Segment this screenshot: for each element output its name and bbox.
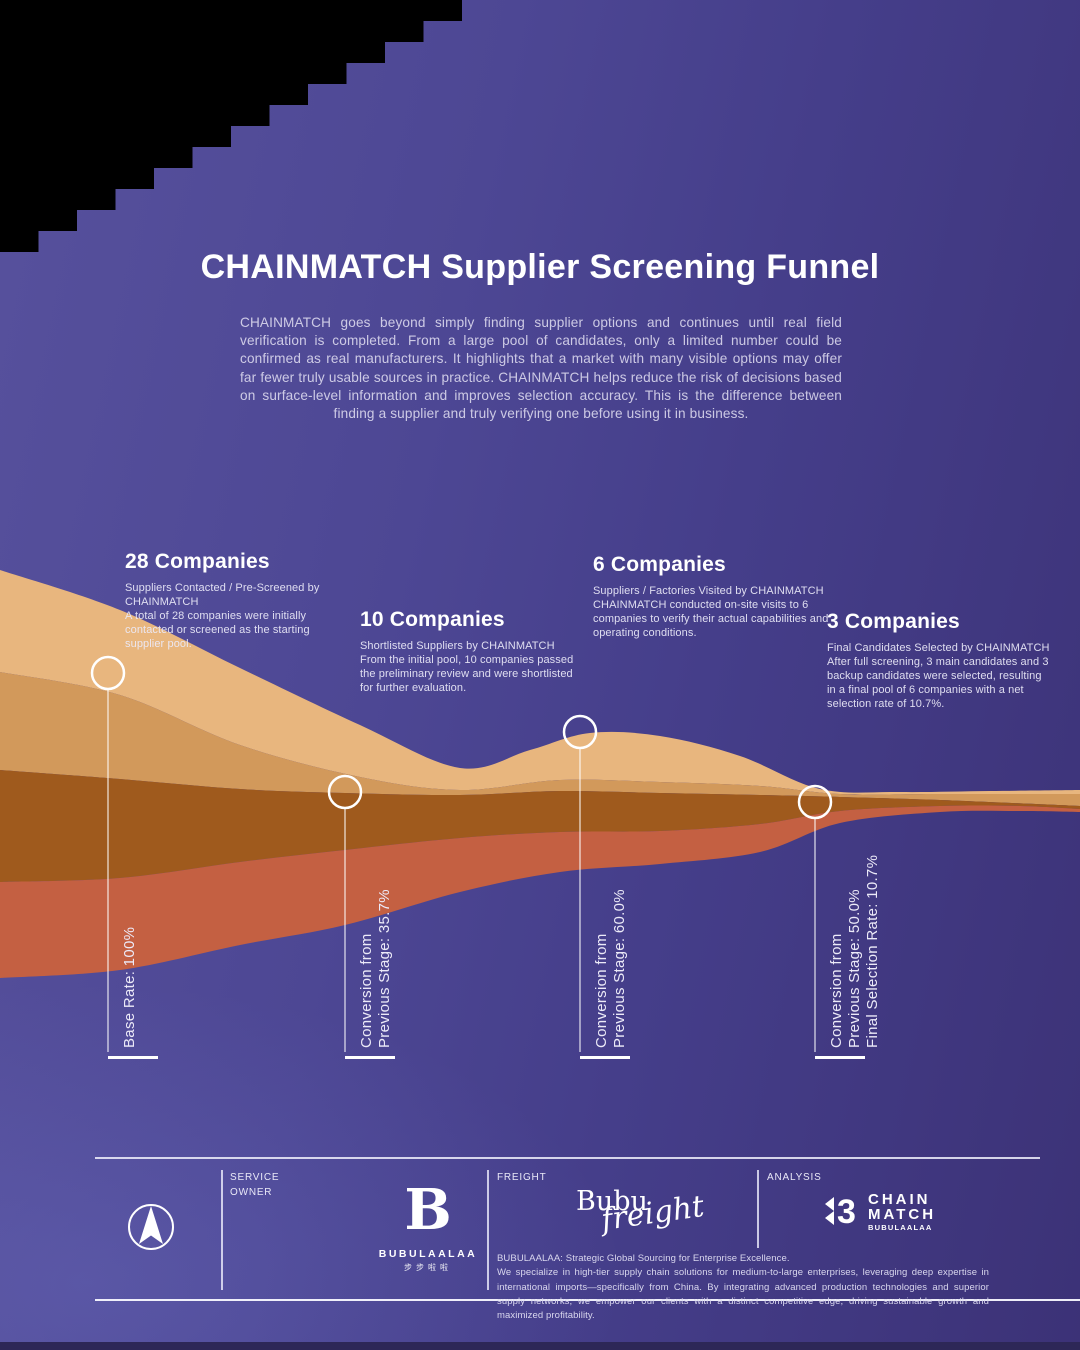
- stage-rate-label: Conversion from: [828, 933, 845, 1048]
- intro-paragraph: CHAINMATCH goes beyond simply finding su…: [240, 315, 842, 422]
- chainmatch-logo: 3 CHAIN MATCH BUBULAALAA: [820, 1192, 936, 1232]
- stage-rate-label: Conversion from: [593, 933, 610, 1048]
- stage-marker-circle: [797, 784, 833, 820]
- chainmatch-3-icon: 3: [825, 1193, 856, 1230]
- stage-rate-label: Final Selection Rate: 10.7%: [864, 855, 881, 1048]
- page-title: CHAINMATCH Supplier Screening Funnel: [200, 248, 880, 286]
- stage-subtitle: Shortlisted Suppliers by CHAINMATCH: [360, 640, 555, 652]
- stage-rate-label: Conversion from: [358, 933, 375, 1048]
- stage-subtitle: Final Candidates Selected by CHAINMATCH: [827, 642, 1050, 654]
- funnel-band-stage-visited: [0, 770, 1080, 882]
- stage-annotation-4: 3 Companies Final Candidates Selected by …: [827, 610, 1052, 711]
- stage-heading: 28 Companies: [125, 550, 270, 573]
- stage-annotation-2: 10 Companies Shortlisted Suppliers by CHA…: [360, 608, 582, 695]
- stage-subtitle: Suppliers / Factories Visited by CHAINMA…: [593, 585, 824, 597]
- funnel-band-stage-shortlisted: [0, 672, 1080, 806]
- rate-label-underline: [580, 1056, 630, 1059]
- compass-arrow-icon: [128, 1204, 174, 1250]
- chainmatch-line1: CHAIN: [868, 1191, 931, 1208]
- footer-bottom-divider: [95, 1299, 1080, 1301]
- stage-description: A total of 28 companies were initially c…: [125, 610, 310, 651]
- stage-rate-label: Previous Stage: 50.0%: [846, 889, 863, 1048]
- stage-description: After full screening, 3 main candidates …: [827, 656, 1049, 711]
- bubu-freight-logo-word1: Bubu: [576, 1186, 648, 1217]
- footer-divider-1: [221, 1170, 223, 1290]
- stage-heading: 6 Companies: [593, 553, 726, 576]
- footer-description: BUBULAALAA: Strategic Global Sourcing fo…: [497, 1252, 989, 1323]
- rate-label-underline: [108, 1056, 158, 1059]
- footer-divider-2: [487, 1170, 489, 1290]
- stage-description: From the initial pool, 10 companies pass…: [360, 654, 574, 695]
- rate-label-underline: [815, 1056, 865, 1059]
- chainmatch-line3: BUBULAALAA: [868, 1223, 933, 1232]
- funnel-band-stage-selected: [0, 805, 1080, 978]
- footer-top-divider: [95, 1157, 1040, 1159]
- stage-annotation-3: 6 Companies Suppliers / Factories Visited…: [593, 553, 831, 640]
- stage-heading: 10 Companies: [360, 608, 505, 631]
- bubulaalaa-wordmark: BUBULAALAA: [378, 1248, 478, 1260]
- stage-marker-circle: [562, 714, 598, 750]
- footer-tagline: BUBULAALAA: Strategic Global Sourcing fo…: [497, 1253, 790, 1264]
- corner-black-triangle: [0, 0, 462, 252]
- bubulaalaa-cjk-text: 步步啦啦: [404, 1263, 452, 1272]
- stage-subtitle: Suppliers Contacted / Pre-Screened by CH…: [125, 582, 320, 609]
- funnel-band-stage-contacted: [0, 570, 1080, 795]
- bottom-dark-strip: [0, 1342, 1080, 1350]
- stage-marker-circle: [90, 655, 126, 691]
- stage-rate-label: Previous Stage: 60.0%: [611, 889, 628, 1048]
- footer-description-text: We specialize in high-tier supply chain …: [497, 1267, 989, 1321]
- stage-marker-circle: [327, 774, 363, 810]
- stage-heading: 3 Companies: [827, 610, 960, 633]
- stage-rate-label: Base Rate: 100%: [121, 927, 138, 1048]
- stage-description: CHAINMATCH conducted on-site visits to 6…: [593, 599, 829, 640]
- footer-divider-3: [757, 1170, 759, 1248]
- stage-rate-label: Previous Stage: 35.7%: [376, 889, 393, 1048]
- rate-label-underline: [345, 1056, 395, 1059]
- freight-label: FREIGHT: [497, 1172, 547, 1183]
- bubulaalaa-b-logo: B: [404, 1177, 452, 1243]
- chainmatch-line2: MATCH: [868, 1206, 937, 1223]
- stage-annotation-1: 28 Companies Suppliers Contacted / Pre-Sc…: [125, 550, 325, 651]
- svg-text:3: 3: [837, 1193, 856, 1230]
- analysis-label: ANALYSIS: [767, 1172, 822, 1183]
- service-owner-label: SERVICE OWNER: [230, 1172, 280, 1198]
